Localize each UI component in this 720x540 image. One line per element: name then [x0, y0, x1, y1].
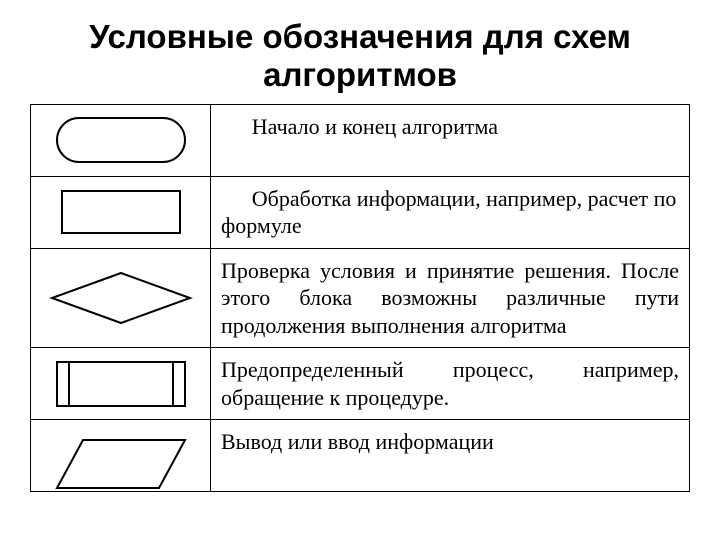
table-row: Вывод или ввод информации: [31, 420, 690, 492]
desc-terminator: Начало и конец алгоритма: [211, 104, 690, 176]
table-row: Предопределенный процесс, например, обра…: [31, 348, 690, 420]
legend-table: Начало и конец алгоритма Обработка инфор…: [30, 104, 690, 493]
desc-io: Вывод или ввод информации: [211, 420, 690, 492]
process-icon: [61, 190, 181, 234]
table-row: Проверка условия и принятие решения. Пос…: [31, 248, 690, 348]
terminator-icon: [56, 117, 186, 163]
shape-cell-io: [31, 420, 211, 492]
desc-process: Обработка информации, например, расчет п…: [211, 176, 690, 248]
desc-predefined: Предопределенный процесс, например, обра…: [211, 348, 690, 420]
table-row: Обработка информации, например, расчет п…: [31, 176, 690, 248]
shape-cell-predefined: [31, 348, 211, 420]
shape-cell-process: [31, 176, 211, 248]
io-icon: [56, 439, 186, 489]
page-title: Условные обозначения для схем алгоритмов: [30, 18, 690, 94]
shape-cell-decision: [31, 248, 211, 348]
desc-decision: Проверка условия и принятие решения. Пос…: [211, 248, 690, 348]
predefined-icon: [56, 361, 186, 407]
shape-cell-terminator: [31, 104, 211, 176]
table-row: Начало и конец алгоритма: [31, 104, 690, 176]
decision-icon: [51, 272, 191, 324]
